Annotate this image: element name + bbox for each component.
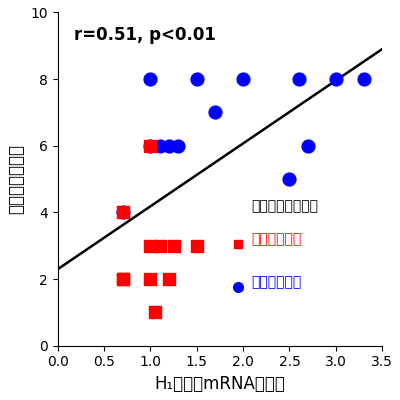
Point — [175, 142, 182, 149]
Point — [147, 76, 154, 82]
Point — [212, 109, 218, 116]
Point — [120, 276, 126, 282]
Point — [147, 142, 154, 149]
Point — [332, 76, 339, 82]
Point — [240, 76, 246, 82]
Text: 初期療法あり: 初期療法あり — [251, 232, 301, 246]
Point — [194, 76, 200, 82]
Point — [156, 142, 163, 149]
Text: 初期療法なし: 初期療法なし — [251, 276, 301, 290]
Point — [120, 209, 126, 216]
Point — [170, 242, 177, 249]
Point — [152, 309, 158, 316]
Point — [120, 276, 126, 282]
Point — [166, 142, 172, 149]
Point — [120, 209, 126, 216]
X-axis label: H₁受容体mRNAレベル: H₁受容体mRNAレベル — [154, 375, 286, 393]
Text: 抗ヒスタミン薬の: 抗ヒスタミン薬の — [251, 199, 318, 213]
Point — [360, 76, 367, 82]
Point — [296, 76, 302, 82]
Point — [147, 242, 154, 249]
Y-axis label: 鼻炎症状の程度: 鼻炎症状の程度 — [7, 144, 25, 214]
Point — [156, 242, 163, 249]
Point — [147, 276, 154, 282]
Point — [305, 142, 311, 149]
Point — [147, 142, 154, 149]
Text: r=0.51, p<0.01: r=0.51, p<0.01 — [74, 26, 216, 44]
Point — [194, 242, 200, 249]
Point — [166, 276, 172, 282]
Point — [286, 176, 293, 182]
